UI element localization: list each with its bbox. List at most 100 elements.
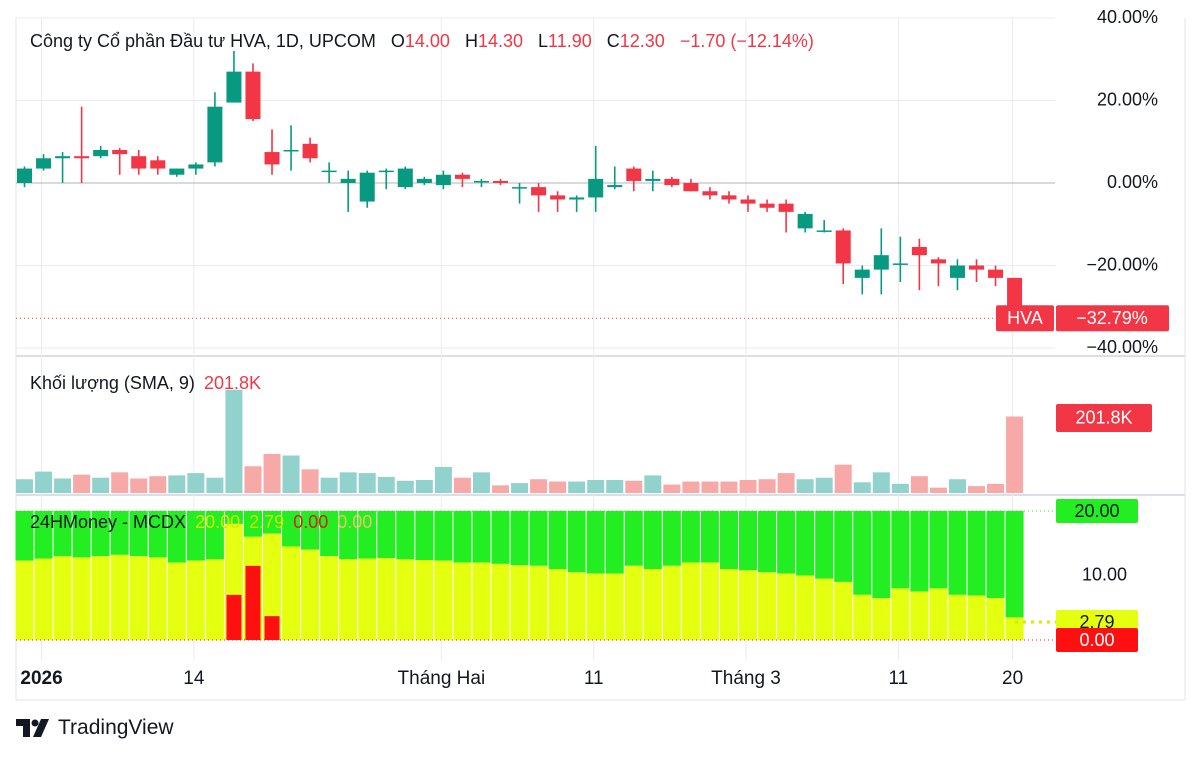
candle-body [207, 106, 223, 163]
x-axis-label: 11 [888, 668, 908, 689]
candle-body [112, 150, 128, 155]
mcdx-yellow-segment [624, 565, 643, 640]
mcdx-bar [91, 511, 110, 640]
mcdx-bar [872, 511, 891, 640]
volume-bar [625, 480, 643, 493]
mcdx-yellow-segment [205, 559, 224, 640]
candle [797, 211, 813, 233]
volume-bar [92, 477, 110, 493]
volume-bar [929, 487, 947, 493]
price-y-tick-label: 0.00% [1107, 172, 1158, 192]
mcdx-bar [586, 511, 605, 640]
candle [378, 168, 394, 190]
mcdx-green-segment [72, 511, 91, 558]
candle-body [550, 195, 566, 200]
candle-body [588, 178, 604, 198]
volume-bar [472, 472, 490, 493]
mcdx-bar [624, 511, 643, 640]
candle [112, 147, 128, 175]
volume-bar [739, 479, 757, 493]
candle [892, 236, 908, 282]
volume-legend-label: Khối lượng (SMA, 9) [30, 373, 195, 393]
volume-bar [377, 476, 395, 493]
open-label: O [390, 31, 405, 51]
candle [131, 150, 147, 175]
candle-body [397, 168, 413, 188]
candle [626, 166, 642, 192]
candle-body [892, 263, 908, 265]
mcdx-green-segment [15, 511, 34, 561]
candle-body [607, 185, 623, 188]
candle [512, 183, 528, 204]
mcdx-yellow-segment [643, 569, 662, 640]
mcdx-yellow-segment [700, 562, 719, 640]
mcdx-bar [605, 511, 624, 640]
mcdx-green-segment [929, 511, 948, 589]
mcdx-bar [282, 511, 301, 640]
mcdx-bar [967, 511, 986, 640]
mcdx-yellow-segment [167, 562, 186, 640]
mcdx-green-segment [301, 511, 320, 550]
mcdx-legend-v2: 2.79 [249, 512, 285, 532]
tradingview-logo[interactable]: TradingView [16, 716, 174, 740]
candle-body [435, 174, 451, 186]
mcdx-green-segment [415, 511, 434, 561]
mcdx-legend-v1: 20.00 [195, 512, 241, 532]
mcdx-bar [148, 511, 167, 640]
mcdx-bar [167, 511, 186, 640]
candle [702, 187, 718, 200]
mcdx-bar [700, 511, 719, 640]
mcdx-green-segment [320, 511, 339, 557]
volume-bar [16, 479, 33, 493]
volume-bar [54, 478, 72, 493]
mcdx-yellow-segment [186, 560, 205, 640]
mcdx-value-tag-label: 2.79 [1079, 612, 1114, 632]
mcdx-yellow-segment [948, 594, 967, 640]
volume-bar [434, 466, 452, 493]
volume-bar [149, 476, 167, 493]
mcdx-bar [263, 511, 282, 640]
mcdx-yellow-segment [358, 558, 377, 640]
mcdx-green-segment [186, 511, 205, 561]
candle-body [721, 195, 737, 200]
mcdx-yellow-segment [282, 546, 301, 640]
volume-bar [530, 479, 548, 493]
candle [226, 51, 242, 103]
high-value: 14.30 [477, 31, 523, 51]
mcdx-yellow-segment [739, 570, 758, 640]
mcdx-yellow-segment [415, 560, 434, 640]
mcdx-yellow-segment [758, 572, 777, 640]
candle [302, 137, 318, 163]
candle-body [55, 156, 71, 159]
mcdx-green-segment [948, 511, 967, 595]
mcdx-bar [910, 511, 929, 640]
candle-body [988, 269, 1004, 278]
mcdx-value-tag-label: 20.00 [1074, 501, 1119, 521]
tradingview-logo-icon [16, 719, 49, 737]
candle [473, 178, 489, 188]
volume-bar [244, 466, 262, 493]
mcdx-bar [72, 511, 91, 640]
x-axis-label: Tháng 3 [711, 668, 781, 689]
candle-body [835, 230, 851, 264]
volume-bar [948, 479, 966, 493]
mcdx-bar [815, 511, 834, 640]
candle [245, 63, 261, 122]
candle [969, 259, 984, 282]
candle [359, 170, 375, 208]
symbol-tag-bg [996, 305, 1054, 332]
open-value: 14.00 [404, 31, 450, 51]
volume-bar [834, 464, 852, 493]
volume-bar [320, 477, 338, 493]
mcdx-yellow-segment [396, 559, 415, 640]
candle-body [131, 156, 147, 169]
volume-bar [777, 473, 795, 493]
mcdx-green-segment [243, 511, 262, 537]
mcdx-bar [301, 511, 320, 640]
low-label: L [538, 31, 549, 51]
mcdx-bar [662, 511, 681, 640]
mcdx-yellow-segment [129, 556, 148, 640]
candle-body [626, 168, 642, 181]
candle [264, 129, 280, 175]
candle [740, 195, 756, 212]
